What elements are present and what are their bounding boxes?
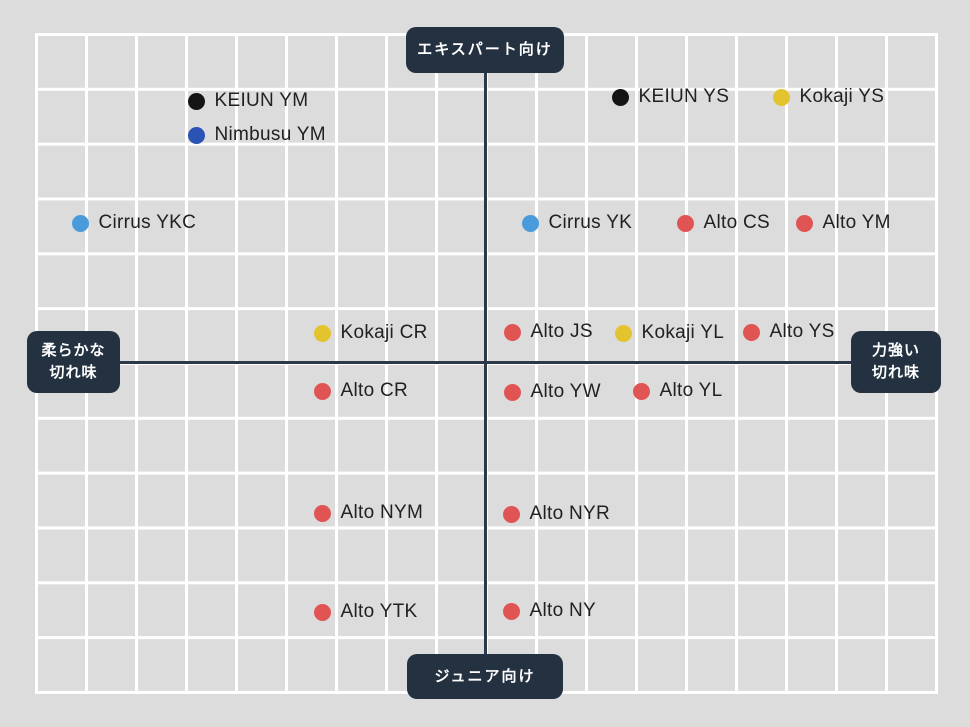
data-point-alto-js: Alto JS	[503, 321, 593, 343]
axis-label-left-line1: 柔らかな	[41, 342, 106, 360]
point-dot-icon	[676, 214, 694, 232]
point-label: Alto YW	[530, 381, 601, 402]
point-label: Cirrus YK	[548, 212, 633, 233]
data-point-kokaji-cr: Kokaji CR	[313, 322, 428, 344]
data-point-alto-cr: Alto CR	[313, 380, 409, 402]
point-dot-icon	[187, 92, 205, 110]
point-dot-icon	[503, 383, 521, 401]
data-point-alto-ny: Alto NY	[502, 600, 597, 622]
point-dot-icon	[187, 126, 205, 144]
axis-label-left: 柔らかな 切れ味	[27, 331, 120, 393]
point-dot-icon	[521, 214, 539, 232]
axis-label-left-line2: 切れ味	[49, 364, 98, 381]
data-point-keiun-ys: KEIUN YS	[611, 86, 730, 108]
point-label: Cirrus YKC	[98, 212, 197, 233]
point-label: Kokaji CR	[340, 322, 428, 343]
axis-label-right: 力強い 切れ味	[851, 331, 941, 393]
data-point-kokaji-ys: Kokaji YS	[772, 86, 885, 108]
point-label: Alto YL	[659, 380, 723, 401]
data-point-cirrus-yk: Cirrus YK	[521, 212, 633, 234]
axis-label-top-text: エキスパート向け	[417, 41, 553, 59]
point-dot-icon	[503, 323, 521, 341]
point-dot-icon	[313, 324, 331, 342]
point-label: KEIUN YM	[214, 90, 309, 111]
point-dot-icon	[795, 214, 813, 232]
point-label: KEIUN YS	[638, 86, 730, 107]
axis-label-right-line2: 切れ味	[871, 364, 920, 381]
point-dot-icon	[614, 324, 632, 342]
point-dot-icon	[502, 505, 520, 523]
data-point-alto-nyr: Alto NYR	[502, 503, 611, 525]
data-point-alto-ym: Alto YM	[795, 212, 891, 234]
point-dot-icon	[313, 603, 331, 621]
data-point-alto-cs: Alto CS	[676, 212, 771, 234]
point-dot-icon	[313, 504, 331, 522]
horizontal-axis-line	[119, 361, 851, 364]
data-point-alto-ytk: Alto YTK	[313, 601, 418, 623]
axis-label-right-line1: 力強い	[871, 342, 920, 360]
point-label: Alto YTK	[340, 601, 418, 622]
point-label: Alto YM	[822, 212, 891, 233]
point-label: Kokaji YL	[641, 322, 725, 343]
point-dot-icon	[313, 382, 331, 400]
data-point-alto-nym: Alto NYM	[313, 502, 424, 524]
point-dot-icon	[71, 214, 89, 232]
point-label: Alto YS	[769, 321, 835, 342]
point-label: Alto NYR	[529, 503, 611, 524]
axis-label-bottom: ジュニア向け	[407, 654, 563, 699]
point-dot-icon	[742, 323, 760, 341]
point-dot-icon	[502, 602, 520, 620]
vertical-axis-line	[484, 73, 487, 655]
axis-label-bottom-text: ジュニア向け	[434, 667, 536, 685]
data-point-kokaji-yl: Kokaji YL	[614, 322, 725, 344]
point-label: Alto CR	[340, 380, 409, 401]
point-label: Nimbusu YM	[214, 124, 326, 145]
point-label: Alto CS	[703, 212, 771, 233]
axis-label-top: エキスパート向け	[406, 27, 564, 73]
point-label: Alto JS	[530, 321, 593, 342]
point-label: Alto NYM	[340, 502, 424, 523]
point-label: Kokaji YS	[799, 86, 885, 107]
data-point-alto-yl: Alto YL	[632, 380, 723, 402]
point-label: Alto NY	[529, 600, 597, 621]
point-dot-icon	[611, 88, 629, 106]
data-point-alto-ys: Alto YS	[742, 321, 835, 343]
point-dot-icon	[772, 88, 790, 106]
data-point-alto-yw: Alto YW	[503, 381, 601, 403]
data-point-nimbusu-ym: Nimbusu YM	[187, 124, 326, 146]
data-point-keiun-ym: KEIUN YM	[187, 90, 309, 112]
point-dot-icon	[632, 382, 650, 400]
data-point-cirrus-ykc: Cirrus YKC	[71, 212, 197, 234]
